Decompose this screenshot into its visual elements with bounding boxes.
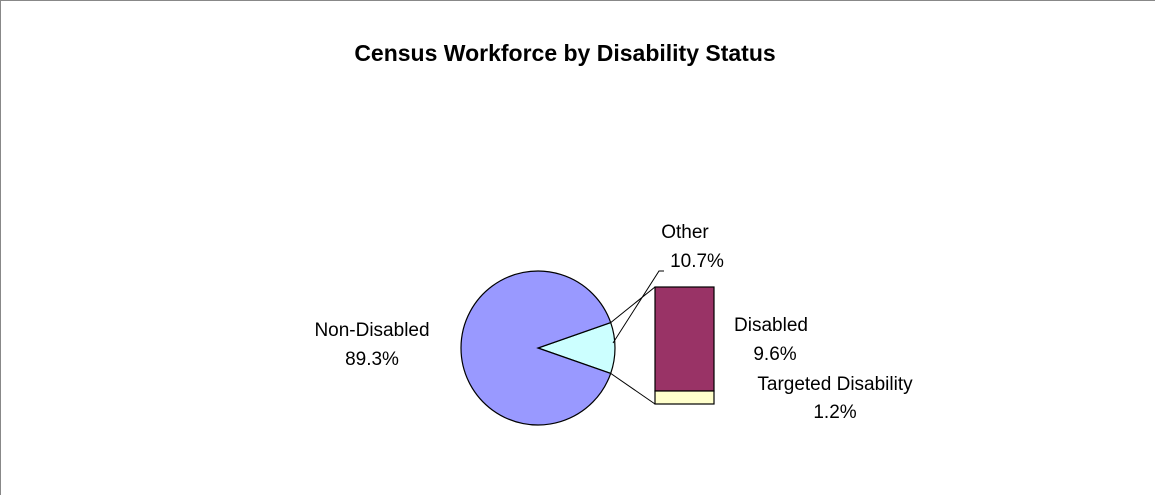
connector-line [610, 372, 656, 405]
slice-label: Other [661, 222, 709, 243]
leader-line [612, 270, 664, 344]
bar-label: Disabled [734, 315, 808, 336]
bar-segment [654, 286, 715, 392]
slice-value: 89.3% [345, 349, 399, 370]
chart-title: Census Workforce by Disability Status [354, 40, 775, 66]
bar-value: 1.2% [813, 402, 856, 423]
bar-value: 9.6% [753, 344, 796, 365]
slice-label: Non-Disabled [314, 320, 429, 341]
pie-slice [460, 270, 612, 426]
slice-value: 10.7% [670, 251, 724, 272]
connector-line [610, 286, 656, 323]
bar-segment [654, 390, 715, 405]
bar-label: Targeted Disability [757, 374, 913, 395]
